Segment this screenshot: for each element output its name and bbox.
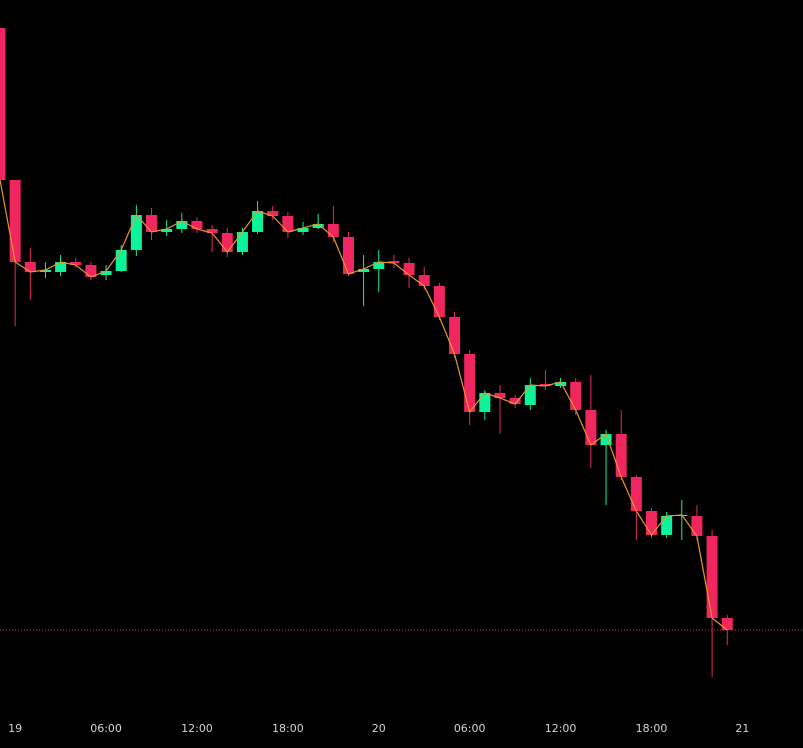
x-tick-label: 18:00 (636, 722, 668, 735)
candle-body (570, 382, 582, 410)
time-axis-band (0, 715, 803, 748)
candle-body (130, 215, 142, 250)
candle-body (0, 28, 6, 180)
candle-body (191, 221, 203, 229)
candle-body (24, 262, 36, 272)
candle-body (661, 516, 673, 535)
candle-body (267, 211, 279, 216)
candle-body (524, 385, 536, 405)
x-tick-label: 06:00 (90, 722, 122, 735)
candle-body (39, 270, 51, 272)
candle-body (327, 224, 339, 237)
candle-body (252, 211, 264, 232)
candle-body (115, 250, 127, 271)
candle-body (706, 536, 718, 618)
candle-body (85, 265, 97, 277)
x-tick-label: 19 (8, 722, 22, 735)
x-tick-label: 18:00 (272, 722, 304, 735)
candle-body (70, 262, 82, 265)
candle-body (373, 262, 385, 269)
candle-body (615, 434, 627, 477)
candle-body (297, 228, 309, 232)
candle-body (403, 263, 415, 275)
candle-body (479, 393, 491, 412)
candle-body (358, 269, 370, 272)
candle-body (221, 233, 233, 252)
candle-body (236, 232, 248, 252)
candle-body (100, 271, 112, 275)
candle-body (721, 618, 733, 630)
candle-body (161, 229, 173, 232)
x-tick-label: 12:00 (545, 722, 577, 735)
candle-body (555, 382, 567, 386)
candle-body (433, 286, 445, 317)
candle-body (645, 511, 657, 535)
x-tick-label: 12:00 (181, 722, 213, 735)
candle-body (539, 384, 551, 386)
candle-body (494, 393, 506, 398)
candle-body (449, 317, 461, 354)
close-line (0, 179, 728, 631)
candle-body (282, 216, 294, 232)
candle-body (691, 516, 703, 536)
candle-body (176, 221, 188, 229)
candle-body (312, 224, 324, 228)
x-tick-label: 20 (372, 722, 386, 735)
candle-body (509, 398, 521, 404)
candle-body (585, 410, 597, 445)
candle-body (206, 229, 218, 233)
candle-body (388, 261, 400, 263)
candle-body (418, 275, 430, 286)
candle-body (342, 237, 354, 274)
candle-body (55, 262, 67, 272)
x-tick-label: 06:00 (454, 722, 486, 735)
candle-body (464, 354, 476, 412)
candle-body (630, 477, 642, 511)
candle-body (600, 434, 612, 445)
x-tick-label: 21 (735, 722, 749, 735)
candle-body (9, 180, 21, 262)
candle-body (146, 215, 158, 232)
